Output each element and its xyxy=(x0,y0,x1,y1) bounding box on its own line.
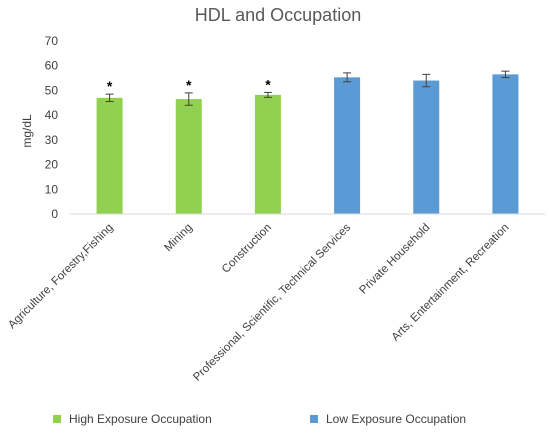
significance-marker: * xyxy=(186,77,192,93)
error-bar xyxy=(105,93,114,103)
error-bar xyxy=(184,92,193,106)
y-axis-title: mg/dL xyxy=(20,114,34,148)
y-tick-label: 70 xyxy=(45,34,59,48)
bar xyxy=(175,99,202,214)
legend-swatch xyxy=(310,415,318,423)
x-tick-label: Professional, Scientific, Technical Serv… xyxy=(191,221,353,383)
y-tick-label: 30 xyxy=(45,133,59,147)
bar xyxy=(96,97,123,214)
bar xyxy=(413,80,440,215)
y-tick-label: 60 xyxy=(45,59,59,73)
error-bar xyxy=(263,91,272,98)
y-tick-label: 0 xyxy=(51,207,58,221)
significance-marker: * xyxy=(107,78,113,94)
error-bar xyxy=(422,73,431,88)
y-tick-label: 10 xyxy=(45,182,59,196)
bar xyxy=(492,74,519,214)
y-axis: 0 10 20 30 40 50 60 70 xyxy=(45,34,59,221)
x-axis: Agriculture, Forestry,Fishing Mining Const… xyxy=(6,213,545,384)
x-tick-label: Mining xyxy=(162,222,194,254)
y-tick-label: 40 xyxy=(45,108,59,122)
bars: * * * xyxy=(96,70,519,215)
legend-swatch xyxy=(53,415,61,423)
x-tick-label: Construction xyxy=(220,222,274,276)
error-bar xyxy=(343,72,352,83)
bar xyxy=(254,94,281,214)
legend: High Exposure Occupation Low Exposure Occ… xyxy=(53,412,466,426)
y-tick-label: 20 xyxy=(45,158,59,172)
significance-marker: * xyxy=(265,76,271,92)
legend-label: Low Exposure Occupation xyxy=(326,412,466,426)
x-tick-label: Agriculture, Forestry,Fishing xyxy=(6,222,116,332)
chart-title: HDL and Occupation xyxy=(195,5,361,25)
legend-label: High Exposure Occupation xyxy=(69,412,212,426)
y-tick-label: 50 xyxy=(45,83,59,97)
error-bar xyxy=(501,70,510,79)
bar xyxy=(334,77,361,214)
x-tick-label: Private Household xyxy=(357,222,432,297)
